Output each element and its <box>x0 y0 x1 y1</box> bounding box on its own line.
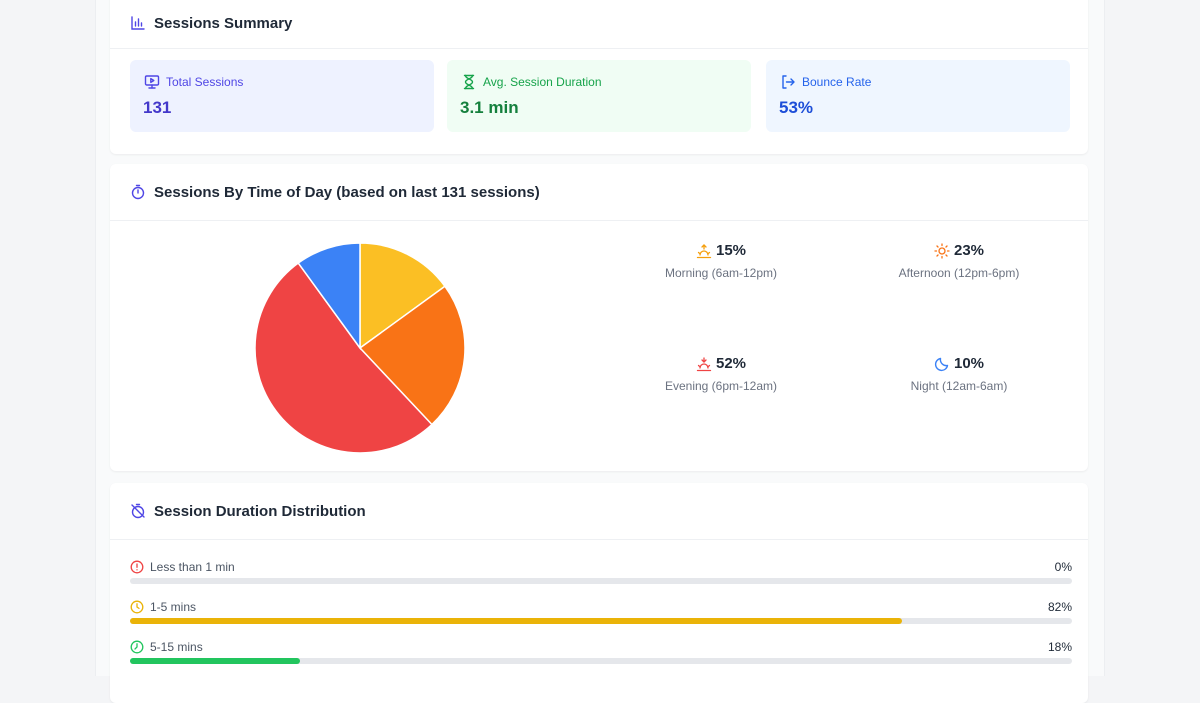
evening-percent: 52% <box>715 355 747 372</box>
sun-icon <box>934 242 950 259</box>
afternoon-percent: 23% <box>953 242 985 259</box>
dashboard-page: Sessions Summary Total Sessions 131 Avg.… <box>95 0 1105 703</box>
bounce-rate-value: 53% <box>779 98 814 117</box>
total-sessions-label: Total Sessions <box>166 75 244 89</box>
distribution-row-value: 82% <box>1047 600 1072 614</box>
distribution-row-label: 5-15 mins <box>150 640 203 654</box>
timer-off-icon <box>130 503 146 519</box>
avg-duration-label: Avg. Session Duration <box>483 75 602 89</box>
evening-caption: Evening (6pm-12am) <box>664 379 778 393</box>
check-clock-icon <box>130 640 144 654</box>
morning-caption: Morning (6am-12pm) <box>664 266 778 280</box>
total-sessions-value: 131 <box>143 98 172 117</box>
clock-icon <box>130 600 144 614</box>
distribution-row-value: 18% <box>1047 640 1072 654</box>
distribution-row-label: Less than 1 min <box>150 560 235 574</box>
pie-slice-afternoon <box>358 285 466 426</box>
time-of-day-title: Sessions By Time of Day (based on last 1… <box>154 183 540 201</box>
afternoon-caption: Afternoon (12pm-6pm) <box>898 266 1020 280</box>
time-of-day-header: Sessions By Time of Day (based on last 1… <box>110 164 1088 221</box>
total-sessions-stat: Total Sessions 131 <box>130 60 434 132</box>
distribution-row: 1-5 mins 82% <box>130 600 1072 630</box>
duration-distribution-card: Session Duration Distribution Less than … <box>110 483 1088 703</box>
progress-fill <box>130 658 300 664</box>
distribution-row: Less than 1 min 0% <box>130 560 1072 590</box>
duration-distribution-title: Session Duration Distribution <box>154 502 366 520</box>
hourglass-icon <box>461 74 477 90</box>
time-of-day-card: Sessions By Time of Day (based on last 1… <box>110 164 1088 471</box>
pie-slice-morning <box>359 242 446 350</box>
evening-stat: 52% Evening (6pm-12am) <box>621 355 821 393</box>
night-caption: Night (12am-6am) <box>910 379 1008 393</box>
morning-percent: 15% <box>715 242 747 259</box>
distribution-row: 5-15 mins 18% <box>130 640 1072 670</box>
distribution-row-label: 1-5 mins <box>150 600 197 614</box>
timer-icon <box>130 184 146 200</box>
pie-slice-evening <box>254 262 433 454</box>
moon-icon <box>934 356 950 372</box>
sunset-icon <box>696 356 712 372</box>
bounce-rate-stat: Bounce Rate 53% <box>766 60 1070 132</box>
progress-track <box>130 618 1072 624</box>
monitor-play-icon <box>144 74 160 90</box>
morning-stat: 15% Morning (6am-12pm) <box>621 242 821 280</box>
avg-duration-stat: Avg. Session Duration 3.1 min <box>447 60 751 132</box>
distribution-row-value: 0% <box>1054 560 1072 574</box>
bounce-rate-label: Bounce Rate <box>802 75 872 89</box>
avg-duration-value: 3.1 min <box>460 98 519 117</box>
progress-fill <box>130 618 903 624</box>
sessions-summary-header: Sessions Summary <box>110 0 1088 49</box>
progress-track <box>130 658 1072 664</box>
progress-track <box>130 578 1072 584</box>
bar-chart-icon <box>130 15 146 31</box>
time-of-day-pie-chart <box>254 242 466 454</box>
duration-distribution-header: Session Duration Distribution <box>110 483 1088 540</box>
sessions-summary-card: Sessions Summary Total Sessions 131 Avg.… <box>110 0 1088 154</box>
pie-slice-night <box>297 242 361 351</box>
alert-circle-icon <box>130 560 144 574</box>
log-out-icon <box>780 74 796 90</box>
night-stat: 10% Night (12am-6am) <box>859 355 1059 393</box>
sessions-summary-title: Sessions Summary <box>154 14 293 32</box>
afternoon-stat: 23% Afternoon (12pm-6pm) <box>859 242 1059 280</box>
night-percent: 10% <box>953 355 985 372</box>
sunrise-icon <box>696 243 712 259</box>
